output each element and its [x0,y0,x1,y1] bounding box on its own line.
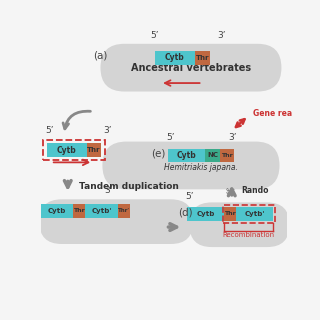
FancyBboxPatch shape [195,51,210,65]
Text: (e): (e) [151,149,165,159]
Text: ✂: ✂ [226,188,235,198]
FancyBboxPatch shape [118,204,130,218]
FancyBboxPatch shape [73,204,85,218]
Text: Gene rea: Gene rea [252,109,292,118]
Text: Thr': Thr' [118,208,130,213]
FancyBboxPatch shape [205,148,220,162]
Text: NC: NC [207,152,218,158]
Text: 5’: 5’ [150,31,159,40]
Text: Cytb': Cytb' [245,211,265,217]
FancyBboxPatch shape [41,204,73,218]
Text: (d): (d) [178,207,193,217]
Text: 5’: 5’ [45,126,54,135]
FancyBboxPatch shape [168,148,205,162]
FancyBboxPatch shape [47,143,87,157]
FancyBboxPatch shape [224,207,236,221]
Text: Thr: Thr [196,55,209,61]
Text: Tandem duplication: Tandem duplication [79,182,179,191]
Text: Thr: Thr [224,212,236,216]
Text: Thr: Thr [73,208,85,213]
Text: Rando: Rando [241,186,268,195]
Text: Cytb: Cytb [57,146,77,155]
Text: Thr: Thr [221,153,233,158]
FancyBboxPatch shape [236,207,273,221]
FancyBboxPatch shape [85,204,118,218]
Text: 3’: 3’ [218,31,226,40]
Bar [43,140,105,160]
Text: Hemitriakis japana.: Hemitriakis japana. [164,163,238,172]
FancyBboxPatch shape [189,203,290,247]
Text: Thr: Thr [87,147,101,153]
FancyBboxPatch shape [39,199,193,244]
Text: Cytb: Cytb [48,208,66,214]
FancyBboxPatch shape [220,148,234,162]
FancyBboxPatch shape [102,141,279,189]
Text: Cytb': Cytb' [92,208,112,214]
FancyBboxPatch shape [87,143,101,157]
Text: (a): (a) [93,50,108,60]
Text: 5’: 5’ [166,133,175,142]
Text: Cytb: Cytb [196,211,215,217]
Text: 3’: 3’ [104,187,113,196]
FancyBboxPatch shape [100,44,281,92]
Text: Recombination: Recombination [223,232,275,238]
Text: Cytb: Cytb [165,53,185,62]
Text: Cytb: Cytb [176,151,196,160]
Text: Ancestral vertebrates: Ancestral vertebrates [131,63,251,73]
FancyBboxPatch shape [155,51,195,65]
Text: 3’: 3’ [103,126,112,135]
FancyBboxPatch shape [187,207,224,221]
Text: 3’: 3’ [229,133,237,142]
Bar [222,205,275,223]
Text: 5’: 5’ [186,192,194,201]
